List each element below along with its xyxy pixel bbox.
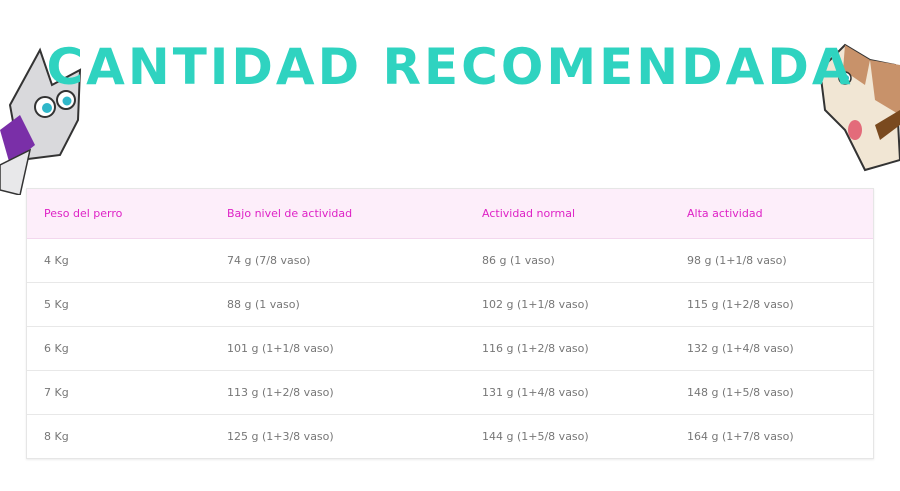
cell-normal: 131 g (1+4/8 vaso)	[482, 386, 589, 399]
cell-low: 125 g (1+3/8 vaso)	[227, 430, 334, 443]
cell-normal: 86 g (1 vaso)	[482, 254, 555, 267]
cell-normal: 102 g (1+1/8 vaso)	[482, 298, 589, 311]
cell-high: 115 g (1+2/8 vaso)	[687, 298, 794, 311]
cell-low: 74 g (7/8 vaso)	[227, 254, 311, 267]
cell-weight: 5 Kg	[44, 298, 69, 311]
cell-normal: 116 g (1+2/8 vaso)	[482, 342, 589, 355]
dog-illustration	[818, 43, 900, 172]
cell-normal: 144 g (1+5/8 vaso)	[482, 430, 589, 443]
cell-high: 98 g (1+1/8 vaso)	[687, 254, 787, 267]
header-weight: Peso del perro	[44, 207, 123, 220]
cell-low: 88 g (1 vaso)	[227, 298, 300, 311]
cell-high: 148 g (1+5/8 vaso)	[687, 386, 794, 399]
table-row: 5 Kg 88 g (1 vaso) 102 g (1+1/8 vaso) 11…	[27, 282, 873, 326]
cell-low: 101 g (1+1/8 vaso)	[227, 342, 334, 355]
table-row: 4 Kg 74 g (7/8 vaso) 86 g (1 vaso) 98 g …	[27, 239, 873, 282]
table-row: 8 Kg 125 g (1+3/8 vaso) 144 g (1+5/8 vas…	[27, 414, 873, 458]
recommended-amount-table: Peso del perro Bajo nivel de actividad A…	[26, 188, 874, 459]
cell-high: 132 g (1+4/8 vaso)	[687, 342, 794, 355]
cell-weight: 7 Kg	[44, 386, 69, 399]
cat-illustration	[0, 47, 82, 195]
header-high-activity: Alta actividad	[687, 207, 763, 220]
table-header-row: Peso del perro Bajo nivel de actividad A…	[27, 189, 873, 239]
header-normal-activity: Actividad normal	[482, 207, 576, 220]
table-row: 6 Kg 101 g (1+1/8 vaso) 116 g (1+2/8 vas…	[27, 326, 873, 370]
cell-low: 113 g (1+2/8 vaso)	[227, 386, 334, 399]
table-row: 7 Kg 113 g (1+2/8 vaso) 131 g (1+4/8 vas…	[27, 370, 873, 414]
page-title: CANTIDAD RECOMENDADA	[46, 38, 854, 96]
cell-weight: 8 Kg	[44, 430, 69, 443]
cell-weight: 6 Kg	[44, 342, 69, 355]
header-low-activity: Bajo nivel de actividad	[227, 207, 353, 220]
cell-high: 164 g (1+7/8 vaso)	[687, 430, 794, 443]
cell-weight: 4 Kg	[44, 254, 69, 267]
